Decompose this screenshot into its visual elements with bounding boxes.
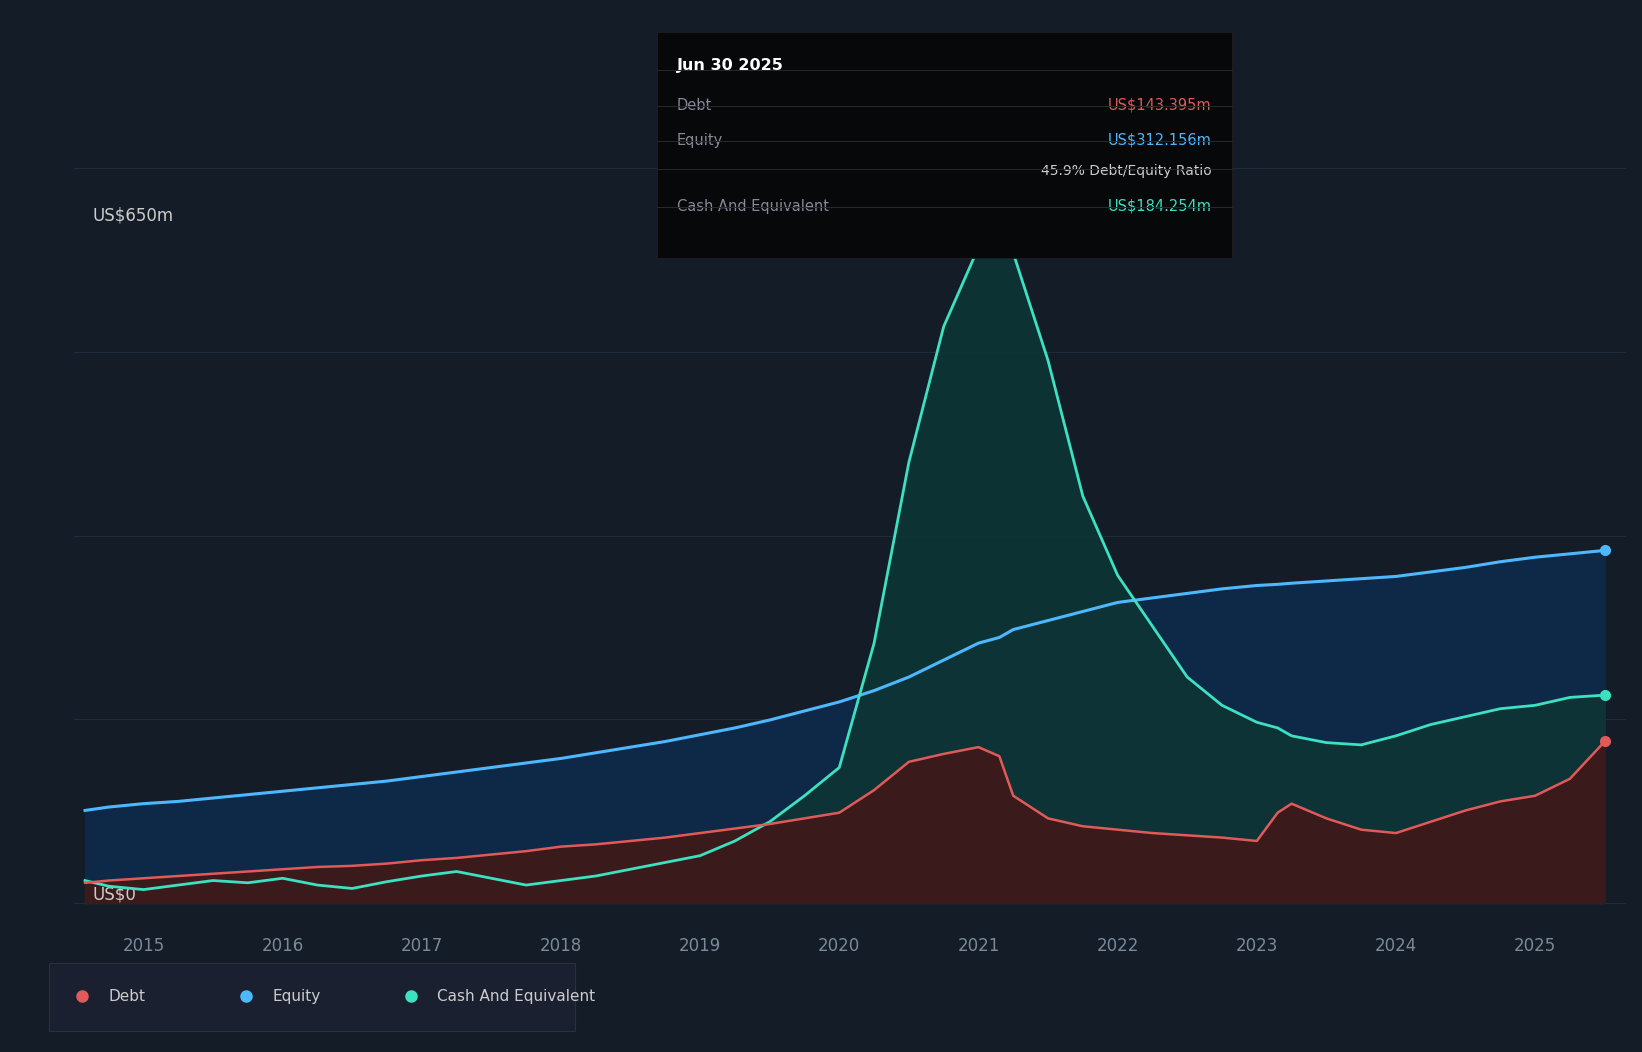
Text: US$0: US$0 xyxy=(92,885,136,903)
Text: Debt: Debt xyxy=(108,989,146,1004)
Text: Debt: Debt xyxy=(677,98,711,113)
Text: US$143.395m: US$143.395m xyxy=(1108,98,1212,113)
Text: Equity: Equity xyxy=(273,989,320,1004)
Text: Cash And Equivalent: Cash And Equivalent xyxy=(677,199,829,214)
Text: US$650m: US$650m xyxy=(92,206,174,224)
Text: 45.9% Debt/Equity Ratio: 45.9% Debt/Equity Ratio xyxy=(1041,164,1212,178)
Text: Cash And Equivalent: Cash And Equivalent xyxy=(437,989,594,1004)
Text: US$184.254m: US$184.254m xyxy=(1108,199,1212,214)
Text: Jun 30 2025: Jun 30 2025 xyxy=(677,58,783,73)
Text: US$312.156m: US$312.156m xyxy=(1108,133,1212,147)
Text: Equity: Equity xyxy=(677,133,722,147)
